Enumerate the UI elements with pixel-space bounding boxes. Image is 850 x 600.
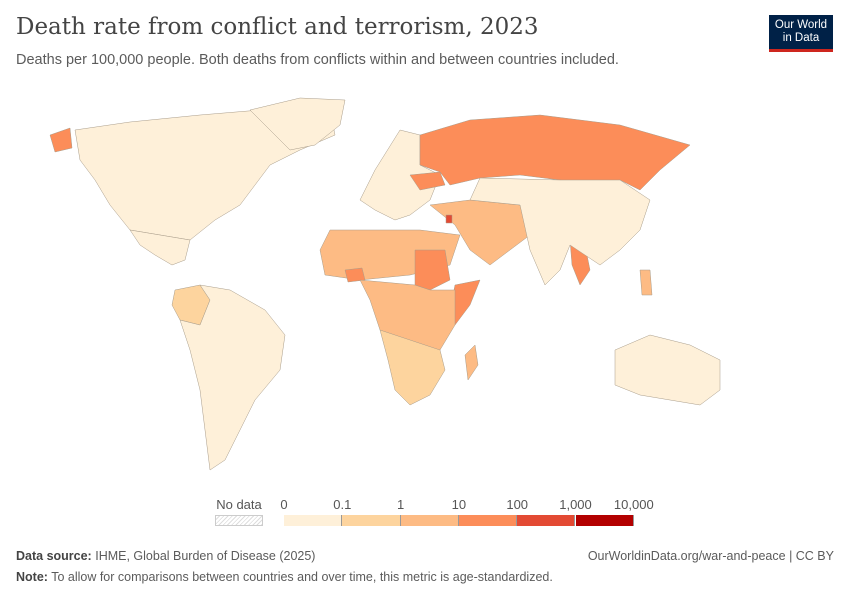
legend-bin[interactable] (575, 515, 634, 526)
region-north-america[interactable] (74, 109, 336, 241)
legend-no-data-swatch (215, 515, 263, 526)
note-text: To allow for comparisons between countri… (51, 570, 553, 584)
region-south-america[interactable] (179, 284, 286, 471)
legend-tick: 0 (280, 497, 288, 512)
region-ukraine[interactable] (409, 171, 446, 191)
region-alaska[interactable] (49, 127, 73, 153)
legend-tick: 1,000 (559, 497, 592, 512)
chart-subtitle: Deaths per 100,000 people. Both deaths f… (16, 52, 619, 68)
legend-no-data-label: No data (216, 497, 262, 512)
legend-tick: 10 (451, 497, 467, 512)
note-label: Note: (16, 570, 48, 584)
note: Note: To allow for comparisons between c… (16, 570, 553, 584)
owid-logo[interactable]: Our World in Data (769, 15, 833, 52)
legend-bin[interactable] (400, 515, 459, 526)
data-source: Data source: IHME, Global Burden of Dise… (16, 549, 315, 563)
region-sudan[interactable] (414, 249, 451, 291)
region-madagascar[interactable] (464, 344, 479, 381)
region-philippines[interactable] (639, 269, 653, 296)
legend-tick: 10,000 (613, 497, 654, 512)
chart-title: Death rate from conflict and terrorism, … (16, 14, 539, 40)
source-url-link[interactable]: OurWorldinData.org/war-and-peace | CC BY (587, 549, 834, 563)
legend-tick: 0.1 (333, 497, 352, 512)
region-burkina-faso[interactable] (344, 267, 366, 283)
map-legend: No data 0 0.1 1 10 100 1,000 10,000 (0, 497, 850, 537)
region-southern-africa[interactable] (379, 329, 446, 406)
region-palestine[interactable] (445, 214, 453, 224)
region-australia[interactable] (614, 334, 721, 406)
legend-bin[interactable] (342, 515, 401, 526)
region-mexico[interactable] (129, 229, 191, 266)
legend-tick: 1 (396, 497, 405, 512)
legend-bin[interactable] (458, 515, 518, 526)
source-label: Data source: (16, 549, 92, 563)
region-russia[interactable] (419, 114, 691, 191)
legend-bin[interactable] (517, 515, 576, 526)
legend-bin[interactable] (284, 515, 343, 526)
logo-text: Our World in Data (774, 19, 828, 44)
world-map[interactable] (0, 90, 850, 490)
legend-tick: 100 (506, 497, 529, 512)
source-text: IHME, Global Burden of Disease (2025) (95, 549, 316, 563)
region-greenland[interactable] (249, 97, 346, 151)
region-asia[interactable] (469, 177, 651, 286)
